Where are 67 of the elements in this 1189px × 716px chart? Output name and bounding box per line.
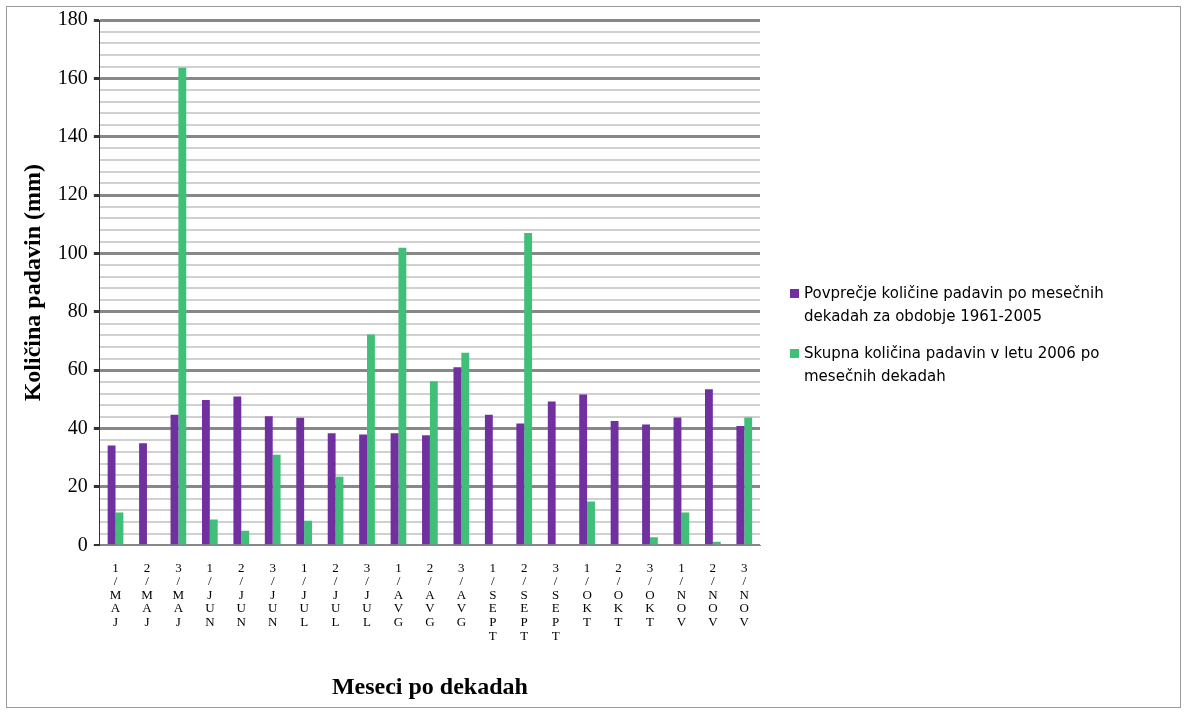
bar bbox=[241, 530, 250, 545]
bar bbox=[744, 417, 753, 545]
x-tick-label: 1/AVG bbox=[393, 559, 404, 630]
bar bbox=[201, 399, 210, 545]
x-tick-label: 2/MAJ bbox=[141, 559, 154, 630]
bar bbox=[209, 519, 218, 545]
y-tick-label: 120 bbox=[57, 182, 88, 205]
x-tick-label: 3/JUL bbox=[362, 559, 373, 630]
bar bbox=[579, 394, 588, 545]
bar bbox=[178, 67, 187, 545]
bar bbox=[547, 401, 556, 545]
x-tick-label: 2/AVG bbox=[425, 559, 436, 630]
x-tick-label: 1/MAJ bbox=[109, 559, 122, 630]
x-tick-label: 3/OKT bbox=[645, 559, 656, 630]
bar bbox=[233, 396, 242, 545]
bar bbox=[359, 434, 368, 545]
bar bbox=[264, 416, 273, 545]
x-tick-label: 3/SEPT bbox=[551, 559, 560, 643]
bar bbox=[649, 537, 658, 545]
y-tick-label: 20 bbox=[67, 474, 88, 497]
bar bbox=[681, 512, 690, 545]
legend-label: Povprečje količine padavin po mesečnih dekadah za obdobje 1961-2005 bbox=[803, 283, 1105, 327]
bar bbox=[524, 233, 533, 545]
y-tick-label: 40 bbox=[67, 415, 88, 438]
x-axis-title: Meseci po dekadah bbox=[331, 672, 528, 699]
x-tick-label: 2/NOV bbox=[708, 559, 719, 630]
bar bbox=[422, 435, 430, 545]
y-tick-label: 60 bbox=[67, 357, 88, 380]
bar bbox=[272, 454, 281, 545]
y-tick-label: 180 bbox=[57, 7, 88, 30]
bar bbox=[367, 334, 375, 545]
y-axis-title: Količina padavin (mm) bbox=[18, 163, 45, 402]
y-tick-label: 0 bbox=[77, 532, 88, 555]
bar bbox=[484, 414, 493, 545]
y-tick-label: 80 bbox=[67, 299, 88, 322]
bar bbox=[704, 389, 713, 545]
bar bbox=[304, 520, 313, 545]
x-tick-label: 3/JUN bbox=[268, 559, 279, 630]
x-tick-label: 1/JUN bbox=[205, 559, 216, 630]
x-tick-label: 3/MAJ bbox=[172, 559, 185, 630]
x-tick-label: 2/OKT bbox=[613, 559, 624, 630]
bar bbox=[453, 367, 462, 545]
bar bbox=[327, 433, 336, 545]
bar bbox=[398, 247, 407, 545]
x-tick-label: 1/SEPT bbox=[488, 559, 497, 643]
legend-label: Skupna količina padavin v letu 2006 po mesečnih dekadah bbox=[803, 343, 1101, 387]
x-tick-label: 3/NOV bbox=[739, 559, 750, 630]
y-tick-label: 100 bbox=[57, 240, 88, 263]
bar bbox=[107, 445, 116, 545]
bar bbox=[429, 381, 438, 545]
bar bbox=[139, 443, 147, 545]
x-tick-label: 1/NOV bbox=[676, 559, 687, 630]
bar bbox=[516, 423, 525, 545]
x-tick-label: 2/SEPT bbox=[520, 559, 529, 643]
y-tick-label: 140 bbox=[57, 123, 88, 146]
bar bbox=[461, 352, 470, 545]
x-tick-label: 1/JUL bbox=[299, 559, 310, 630]
x-tick-label: 1/OKT bbox=[582, 559, 593, 630]
y-tick-label: 160 bbox=[57, 65, 88, 88]
bar bbox=[296, 417, 305, 545]
bar bbox=[587, 501, 595, 545]
bar bbox=[736, 425, 745, 545]
x-tick-label: 2/JUN bbox=[236, 559, 247, 630]
bar bbox=[642, 424, 650, 545]
bar bbox=[610, 420, 619, 545]
x-tick-label: 2/JUL bbox=[330, 559, 341, 630]
x-tick-label: 3/AVG bbox=[456, 559, 467, 630]
